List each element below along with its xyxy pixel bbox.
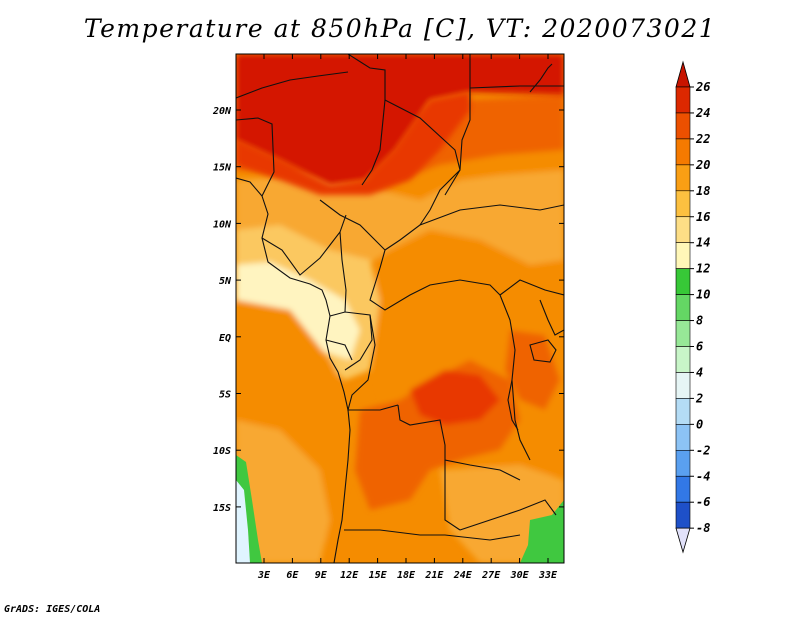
colorbar-label: 14 [696,236,710,250]
field-zone-green-southeast [520,500,564,563]
latitude-ticks [236,109,564,508]
border-car-south [369,267,501,311]
colorbar-swatch [675,112,691,140]
lon-label: 9E [315,570,328,581]
field-zone-22c-lakes [505,330,560,410]
border-angola-zambia [444,460,461,531]
colorbar-label: 22 [695,132,710,146]
colorbar-top-arrow [675,60,691,88]
colorbar-swatch [675,398,691,425]
border-mali-niger [236,117,275,197]
border-zambia-southeast [459,499,557,531]
border-niger-algeria [236,71,349,99]
footer-credit: GrADS: IGES/COLA [4,604,101,615]
border-chad-sudan [384,99,461,251]
border-coastline-west [236,177,351,563]
border-egypt-sudan [444,54,471,196]
colorbar-label: 0 [696,417,703,431]
colorbar-label: -6 [696,495,710,509]
border-sudan-north [469,85,564,89]
border-lake-victoria [529,339,557,363]
lon-label: 33E [538,570,558,581]
colorbar-swatch [675,138,691,166]
border-sudan-southsudan [419,204,564,226]
temperature-field [236,54,564,563]
lon-label: 3E [257,570,271,581]
colorbar-label: 20 [695,158,710,172]
colorbar-swatch [675,216,691,244]
border-red-sea [529,63,553,93]
border-lake-tanganyika [507,379,519,431]
colorbar-label: -4 [696,469,710,483]
border-uganda-kenya [539,299,564,336]
colorbar-swatch [675,164,691,192]
colorbar-bottom-arrow [675,527,691,554]
border-southsudan-east [499,279,564,296]
colorbar-swatch [675,372,691,399]
lat-label: 20N [212,106,232,117]
colorbar-label: 26 [695,80,710,94]
colorbar-label: 24 [695,106,710,120]
field-zone-14c-cameroon [236,262,360,360]
colorbar-swatch [675,449,691,477]
colorbar-label: -2 [696,443,710,457]
lon-label: 6E [286,570,299,581]
map-frame [235,53,565,564]
lat-label: 10S [213,446,231,457]
lon-label: 27E [481,570,501,581]
border-chad-car [319,199,386,269]
lon-label: 15E [369,570,388,581]
lat-label: EQ [219,333,231,344]
lat-label: 15N [213,163,232,174]
border-drc-angola [397,404,521,481]
border-angola-namibia [344,529,521,541]
map-title: Temperature at 850hPa [C], VT: 202007302… [83,14,717,43]
latitude-labels: 20N 15N 10N 5N EQ 5S 10S 15S [212,106,232,514]
colorbar-label: 2 [695,391,703,405]
lat-label: 15S [213,503,231,514]
lon-label: 24E [453,570,473,581]
border-cameroon-car [339,231,347,313]
colorbar-swatch [675,475,691,503]
lon-label: 18E [397,570,416,581]
colorbar-label: 12 [696,262,710,276]
field-zone-pale-coast [236,480,250,563]
country-borders [236,54,564,563]
colorbar-label: 4 [696,365,703,379]
lat-label: 5S [219,390,231,401]
field-zone-26c-sahara [236,54,564,185]
field-zone-24c-hotspot [410,370,500,425]
colorbar-swatch [675,294,691,321]
colorbar-label: 18 [696,184,710,198]
colorbar-swatch [675,190,691,218]
border-gabon-south [325,339,353,361]
longitude-ticks [263,54,549,563]
colorbar-label: 10 [696,288,710,302]
colorbar-swatch [675,86,691,114]
lat-label: 5N [219,276,232,287]
longitude-labels: 3E 6E 9E 12E 15E 18E 21E 24E 27E 30E 33E [257,570,558,581]
colorbar-label: -8 [696,521,710,535]
colorbar-label: 16 [696,210,710,224]
border-drc-west [347,314,399,411]
colorbar-label: 8 [696,314,703,328]
colorbar-swatch [675,320,691,347]
field-zone-24c-sahel [236,92,470,195]
colorbar-label: 6 [696,340,703,354]
colorbar-swatch [675,242,691,269]
colorbar-swatch [675,501,691,529]
field-zone-16c-southwest [236,420,330,563]
lon-label: 12E [340,570,359,581]
border-gabon-congo [329,311,373,371]
lon-label: 30E [510,570,530,581]
colorbar-swatch [675,424,691,451]
lat-label: 10N [213,219,232,230]
colorbar-swatch [675,268,691,295]
lon-label: 21E [424,570,444,581]
colorbar-swatch [675,346,691,373]
